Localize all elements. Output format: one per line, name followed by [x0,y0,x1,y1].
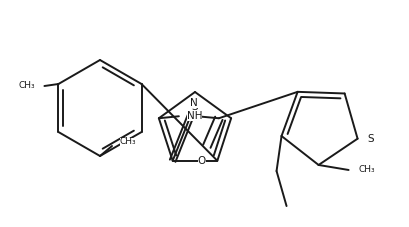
Text: CH₃: CH₃ [19,81,35,91]
Text: N: N [189,98,197,108]
Text: CH₃: CH₃ [358,165,374,175]
Text: CH₃: CH₃ [120,138,136,146]
Text: S: S [367,134,373,144]
Text: NH: NH [187,111,202,121]
Text: S: S [191,102,198,112]
Text: O: O [197,156,205,166]
